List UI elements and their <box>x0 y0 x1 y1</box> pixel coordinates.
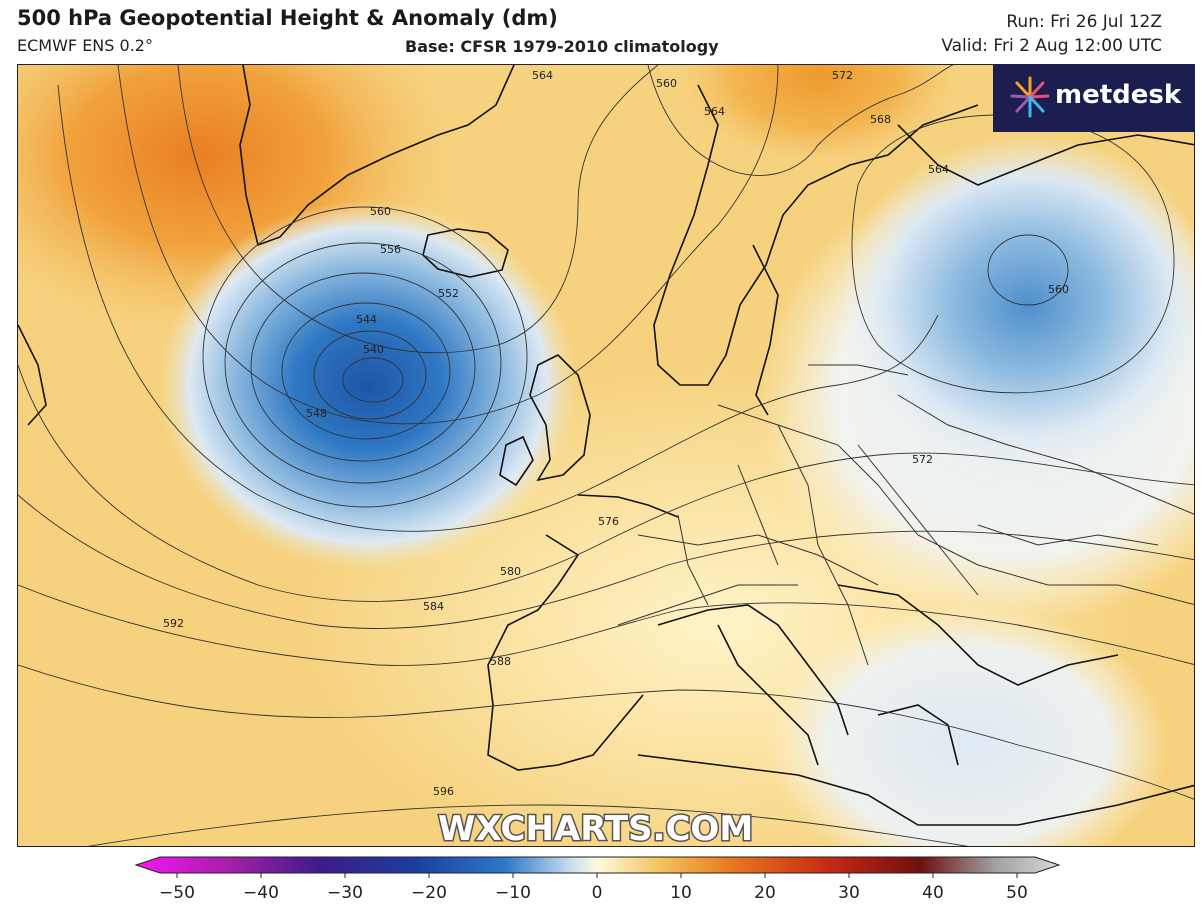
base-label: Base: CFSR 1979-2010 climatology <box>405 37 719 56</box>
contour-label: 584 <box>423 600 444 613</box>
colorbar-tick-label: 0 <box>592 883 603 903</box>
contour-label: 572 <box>832 69 853 82</box>
contour-label: 560 <box>656 77 677 90</box>
colorbar-tick-label: 50 <box>1006 883 1028 903</box>
negative-anomaly-russia <box>838 135 1194 475</box>
colorbar-tick-label: 40 <box>922 883 944 903</box>
anomaly-map-svg: 540 544 548 552 556 560 560 564 564 572 … <box>18 65 1194 847</box>
colorbar-ticks: −50 −40 −30 −20 −10 0 10 20 30 40 50 <box>159 873 1028 903</box>
colorbar-tick-label: −20 <box>411 883 447 903</box>
colorbar-gradient <box>134 856 1061 874</box>
negative-anomaly-atlantic-low <box>158 200 578 570</box>
weather-map: 540 544 548 552 556 560 560 564 564 572 … <box>17 64 1195 847</box>
positive-anomaly-north <box>678 65 958 165</box>
contour-label: 544 <box>356 313 377 326</box>
contour-label: 560 <box>370 205 391 218</box>
contour-labels: 540 544 548 552 556 560 560 564 564 572 … <box>163 69 1069 798</box>
colorbar-tick-label: 20 <box>754 883 776 903</box>
height-contours <box>18 65 1194 846</box>
contour-label: 568 <box>870 113 891 126</box>
model-label: ECMWF ENS 0.2° <box>17 36 153 55</box>
contour-label: 556 <box>380 243 401 256</box>
metdesk-logo: metdesk <box>993 64 1195 132</box>
watermark-outline: WXCHARTS.COM <box>438 809 753 847</box>
colorbar-tick-label: −50 <box>159 883 195 903</box>
colorbar-tick-label: 10 <box>670 883 692 903</box>
colorbar-tick-label: −30 <box>327 883 363 903</box>
contour-label: 596 <box>433 785 454 798</box>
contour-label: 564 <box>928 163 949 176</box>
contour-label: 564 <box>704 105 725 118</box>
contour-label: 548 <box>306 407 327 420</box>
colorbar-tick-label: −40 <box>243 883 279 903</box>
colorbar-tick-label: 30 <box>838 883 860 903</box>
chart-title: 500 hPa Geopotential Height & Anomaly (d… <box>17 6 558 30</box>
contour-label: 576 <box>598 515 619 528</box>
metdesk-logo-text: metdesk <box>1055 80 1182 110</box>
colorbar-tick-label: −10 <box>495 883 531 903</box>
valid-label: Valid: Fri 2 Aug 12:00 UTC <box>941 36 1162 56</box>
country-borders <box>617 364 1194 666</box>
contour-label: 564 <box>532 69 553 82</box>
watermark-text: WXCHARTS.COM <box>438 809 753 847</box>
contour-label: 580 <box>500 565 521 578</box>
metdesk-logo-mark <box>1010 76 1050 118</box>
contour-label: 560 <box>1048 283 1069 296</box>
contour-label: 572 <box>912 453 933 466</box>
contour-label: 592 <box>163 617 184 630</box>
colorbar: −50 −40 −30 −20 −10 0 10 20 30 40 50 <box>134 856 1061 903</box>
run-label: Run: Fri 26 Jul 12Z <box>1006 12 1162 32</box>
contour-label: 588 <box>490 655 511 668</box>
contour-label: 540 <box>363 343 384 356</box>
coastlines <box>18 65 1194 826</box>
contour-label: 552 <box>438 287 459 300</box>
